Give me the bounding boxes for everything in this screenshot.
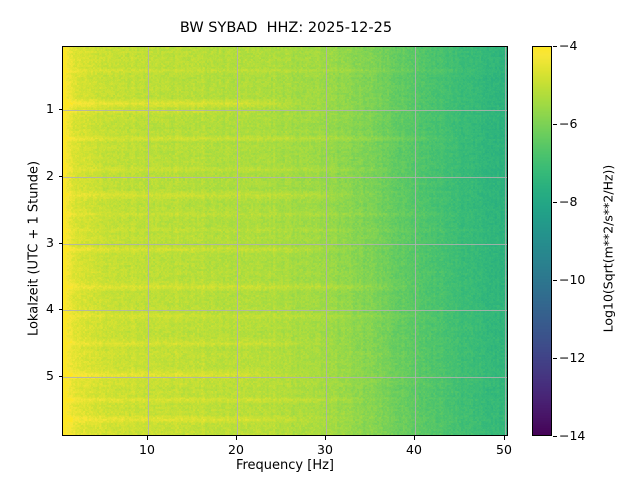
y-tick-mark [58,109,62,110]
x-tick-mark [147,436,148,440]
y-tick-label: 5 [46,368,54,383]
x-axis-label: Frequency [Hz] [235,458,335,473]
x-tick-label: 40 [406,442,422,457]
colorbar-tick-mark [553,358,557,359]
colorbar-tick-mark [553,280,557,281]
colorbar-tick-mark [553,124,557,125]
x-tick-mark [325,436,326,440]
x-tick-label: 20 [228,442,244,457]
colorbar-tick-label: −6 [559,116,578,131]
spectrogram-axes [62,46,508,436]
x-tick-label: 50 [496,442,512,457]
colorbar-tick-mark [553,202,557,203]
colorbar-gradient [533,47,551,435]
x-tick-mark [504,436,505,440]
y-tick-mark [58,176,62,177]
y-tick-mark [58,243,62,244]
x-tick-label: 10 [139,442,155,457]
spectrogram-image [63,47,507,435]
y-tick-label: 4 [46,301,54,316]
colorbar-label: Log10(Sqrt(m**2/s**2/Hz)) [600,164,616,333]
colorbar-tick-mark [553,46,557,47]
colorbar-tick-label: −14 [559,428,586,443]
y-tick-label: 1 [46,101,54,116]
y-tick-label: 2 [46,168,54,183]
colorbar-tick-label: −4 [559,38,578,53]
y-tick-label: 3 [46,235,54,250]
colorbar [532,46,552,436]
colorbar-tick-label: −12 [559,350,586,365]
colorbar-tick-label: −8 [559,194,578,209]
figure-title: BW SYBAD HHZ: 2025-12-25 [179,20,393,36]
y-tick-mark [58,309,62,310]
y-tick-mark [58,376,62,377]
x-tick-mark [414,436,415,440]
x-tick-mark [236,436,237,440]
colorbar-tick-mark [553,436,557,437]
colorbar-tick-label: −10 [559,272,586,287]
x-tick-label: 30 [317,442,333,457]
